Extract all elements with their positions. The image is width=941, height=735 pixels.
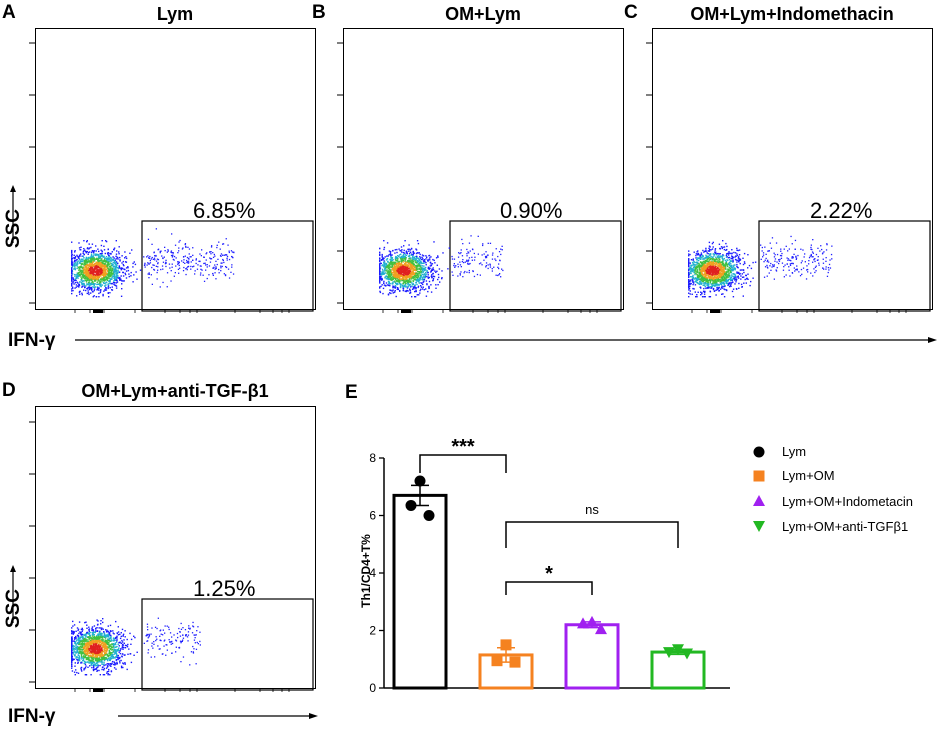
point-lym bbox=[405, 499, 417, 511]
gate-percent-b: 0.90% bbox=[500, 198, 563, 223]
bar-y-tick-label: 0 bbox=[369, 681, 376, 695]
bar-y-tick-label: 4 bbox=[369, 566, 376, 580]
significance-bracket bbox=[505, 581, 593, 595]
bar-lym-om-anti-tgfb1 bbox=[650, 650, 706, 690]
panel-letter-e: E bbox=[345, 382, 358, 403]
legend-label-lym-om-indometacin: Lym+OM+Indometacin bbox=[782, 494, 914, 509]
legend-marker-lym bbox=[753, 446, 765, 458]
plot-frame bbox=[35, 406, 316, 689]
legend-label-lym-om: Lym+OM bbox=[782, 468, 835, 483]
significance-label: * bbox=[545, 563, 553, 585]
gate-box bbox=[141, 220, 314, 312]
panel-title-d: OM+Lym+anti-TGF-β1 bbox=[81, 381, 269, 401]
bar-lym-om-indometacin bbox=[564, 623, 620, 690]
significance-bracket bbox=[419, 454, 507, 473]
significance-label: ns bbox=[585, 502, 599, 517]
x-tick-cluster bbox=[93, 309, 103, 313]
gate-box bbox=[449, 220, 622, 312]
legend-label-lym-om-anti-tgfb1: Lym+OM+anti-TGFβ1 bbox=[782, 519, 909, 534]
events bbox=[71, 228, 235, 298]
panel-title-c: OM+Lym+Indomethacin bbox=[690, 4, 894, 24]
point-lym-om-anti-tgfb1 bbox=[672, 644, 684, 656]
events bbox=[71, 617, 201, 676]
legend-label-lym: Lym bbox=[782, 444, 807, 459]
bar-y-tick-label: 6 bbox=[369, 509, 376, 523]
x-axis-label-top: IFN-γ bbox=[8, 330, 56, 351]
legend-marker-lym-om-indometacin bbox=[753, 495, 765, 506]
point-lym-om-anti-tgfb1 bbox=[663, 647, 675, 659]
gate-box bbox=[758, 220, 931, 312]
flow-plot-b bbox=[337, 28, 624, 313]
point-lym-om-indometacin bbox=[586, 615, 598, 627]
bar-lym bbox=[392, 493, 448, 690]
flow-plot-d bbox=[29, 406, 316, 692]
bar-chart: 0 2 4 6 8 *** ns * bbox=[369, 436, 730, 695]
point-lym bbox=[423, 510, 435, 521]
point-lym-om-anti-tgfb1 bbox=[681, 648, 693, 660]
point-lym-om bbox=[509, 656, 521, 668]
x-tick-cluster bbox=[710, 309, 720, 313]
gate-percent-c: 2.22% bbox=[810, 198, 873, 223]
flow-plot-a bbox=[29, 28, 316, 313]
legend-marker-lym-om-anti-tgfb1 bbox=[753, 521, 765, 532]
gate-box bbox=[141, 598, 314, 691]
gate-percent-a: 6.85% bbox=[193, 198, 256, 223]
point-lym-om bbox=[491, 655, 503, 667]
y-axis-arrow-top bbox=[10, 185, 16, 243]
bar-y-tick-label: 8 bbox=[369, 451, 376, 465]
significance-bracket bbox=[505, 521, 679, 548]
flow-plot-c bbox=[646, 28, 933, 313]
legend-marker-lym-om bbox=[753, 470, 765, 482]
plot-frame bbox=[652, 28, 933, 310]
plot-frame bbox=[35, 28, 316, 310]
gate-percent-d: 1.25% bbox=[193, 576, 256, 601]
plot-frame bbox=[343, 28, 624, 310]
point-lym-om bbox=[500, 639, 512, 651]
x-tick-cluster bbox=[93, 688, 103, 692]
x-tick-cluster bbox=[401, 309, 411, 313]
panel-letter-d: D bbox=[2, 380, 16, 401]
x-axis-arrow-bottom bbox=[118, 713, 318, 719]
panel-title-a: Lym bbox=[156, 4, 194, 24]
significance-label: *** bbox=[451, 436, 475, 458]
point-lym-om-indometacin bbox=[595, 623, 607, 635]
events bbox=[379, 235, 504, 298]
events bbox=[688, 235, 833, 298]
panel-letter-a: A bbox=[2, 2, 16, 23]
y-axis-arrow-bottom bbox=[10, 565, 16, 623]
bar-y-tick-label: 2 bbox=[369, 624, 376, 638]
point-lym-om-indometacin bbox=[577, 617, 589, 629]
panel-title-b: OM+Lym bbox=[445, 4, 521, 24]
point-lym bbox=[414, 475, 426, 487]
x-axis-label-bottom: IFN-γ bbox=[8, 706, 56, 727]
x-axis-arrow-top bbox=[75, 337, 937, 343]
panel-letter-b: B bbox=[312, 2, 326, 23]
panel-letter-c: C bbox=[624, 2, 638, 23]
